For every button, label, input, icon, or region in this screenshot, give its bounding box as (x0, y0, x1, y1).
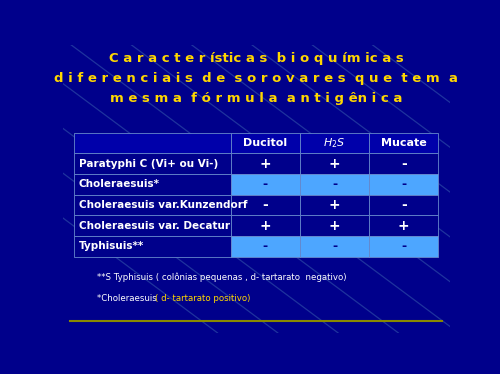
Text: -: - (401, 178, 406, 191)
Bar (300, 153, 369, 174)
Text: +: + (260, 157, 271, 171)
Text: Typhisuis**: Typhisuis** (79, 241, 144, 251)
Bar (231, 215, 300, 236)
Text: Mucate: Mucate (381, 138, 426, 148)
Text: ( d- tartarato positivo): ( d- tartarato positivo) (154, 294, 250, 303)
Text: d i f e r e n c i a i s  d e  s o r o v a r e s  q u e  t e m  a: d i f e r e n c i a i s d e s o r o v a … (54, 72, 458, 85)
Text: Ducitol: Ducitol (244, 138, 288, 148)
Bar (369, 153, 438, 174)
Text: -: - (262, 198, 268, 212)
Text: -: - (263, 240, 268, 253)
Text: +: + (329, 198, 340, 212)
Text: -: - (332, 240, 337, 253)
Text: m e s m a  f ó r m u l a  a n t i g ên i c a: m e s m a f ó r m u l a a n t i g ên i c… (110, 92, 403, 105)
Bar (74, 133, 231, 153)
Text: -: - (263, 178, 268, 191)
Bar (74, 153, 231, 174)
Text: +: + (329, 157, 340, 171)
Bar (369, 215, 438, 236)
Text: *Choleraesuis: *Choleraesuis (98, 294, 160, 303)
Bar (231, 133, 300, 153)
Text: $H_2S$: $H_2S$ (324, 136, 345, 150)
Text: Choleraesuis*: Choleraesuis* (79, 179, 160, 189)
Bar (369, 236, 438, 257)
Text: +: + (329, 218, 340, 233)
Text: **S Typhisuis ( colônias pequenas , d- tartarato  negativo): **S Typhisuis ( colônias pequenas , d- t… (98, 272, 347, 282)
Bar (231, 174, 300, 194)
Text: -: - (401, 240, 406, 253)
Bar (369, 174, 438, 194)
Bar (300, 194, 369, 215)
Text: Choleraesuis var.Kunzendorf: Choleraesuis var.Kunzendorf (79, 200, 247, 210)
Text: Paratyphi C (Vi+ ou Vi-): Paratyphi C (Vi+ ou Vi-) (79, 159, 218, 169)
Bar (74, 174, 231, 194)
Bar (300, 215, 369, 236)
Text: C a r a c t e r ístic a s  b i o q u ím ic a s: C a r a c t e r ístic a s b i o q u ím i… (109, 52, 404, 65)
Bar (369, 194, 438, 215)
Bar (231, 153, 300, 174)
Bar (231, 194, 300, 215)
Bar (369, 133, 438, 153)
Bar (231, 236, 300, 257)
Bar (74, 236, 231, 257)
Text: +: + (398, 218, 409, 233)
Bar (300, 133, 369, 153)
Text: -: - (401, 157, 406, 171)
Text: Choleraesuis var. Decatur: Choleraesuis var. Decatur (79, 221, 230, 231)
Bar (74, 194, 231, 215)
Text: +: + (260, 218, 271, 233)
Bar (74, 215, 231, 236)
Bar (300, 236, 369, 257)
Text: -: - (401, 198, 406, 212)
Text: -: - (332, 178, 337, 191)
Bar (300, 174, 369, 194)
